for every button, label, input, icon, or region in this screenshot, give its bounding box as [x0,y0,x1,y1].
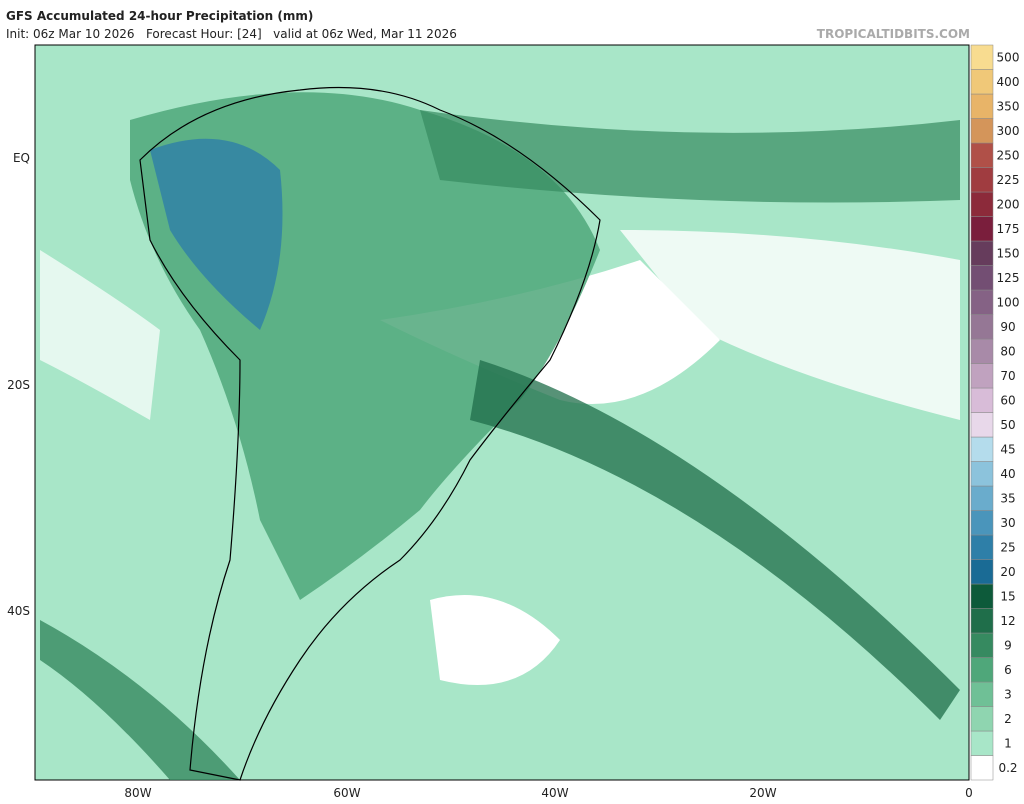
colorbar-label: 500 [997,50,1020,64]
colorbar-label: 200 [997,197,1020,211]
rain-band [470,360,960,720]
colorbar-label: 2 [1004,712,1012,726]
colorbar-swatch [970,412,994,438]
colorbar-swatch [970,657,994,683]
lon-label: 40W [541,786,568,800]
colorbar-label: 12 [1000,614,1015,628]
dry-area [430,595,560,685]
colorbar-swatch [970,534,994,560]
lat-label: 40S [7,604,30,618]
colorbar-swatch [970,485,994,511]
colorbar-label: 20 [1000,565,1015,579]
lon-label: 60W [333,786,360,800]
colorbar-label: 175 [997,222,1020,236]
colorbar-label: 3 [1004,687,1012,701]
colorbar-swatch [970,216,994,242]
colorbar-label: 40 [1000,467,1015,481]
colorbar-label: 9 [1004,638,1012,652]
colorbar-label: 100 [997,295,1020,309]
colorbar-swatch [970,608,994,634]
colorbar-swatch [970,142,994,168]
colorbar-swatch [970,289,994,315]
colorbar-label: 300 [997,124,1020,138]
colorbar-swatch [970,706,994,732]
colorbar-swatch [970,583,994,609]
colorbar-swatch [970,681,994,707]
colorbar-label: 80 [1000,344,1015,358]
colorbar-swatch [970,191,994,217]
subtitle: Init: 06z Mar 10 2026 Forecast Hour: [24… [6,27,457,41]
colorbar-label: 6 [1004,663,1012,677]
colorbar-swatch [970,632,994,658]
lon-label: 20W [749,786,776,800]
colorbar: 0.21236912152025303540455060708090100125… [970,44,1020,781]
colorbar-swatch [970,265,994,291]
dry-area [620,230,960,420]
colorbar-label: 25 [1000,540,1015,554]
colorbar-swatch [970,167,994,193]
colorbar-label: 60 [1000,393,1015,407]
colorbar-label: 125 [997,271,1020,285]
colorbar-label: 225 [997,173,1020,187]
lon-label: 80W [124,786,151,800]
colorbar-label: 0.2 [998,761,1017,775]
lon-label: 0 [965,786,973,800]
colorbar-label: 150 [997,246,1020,260]
colorbar-label: 90 [1000,320,1015,334]
colorbar-label: 1 [1004,736,1012,750]
colorbar-swatch [970,730,994,756]
colorbar-swatch [970,240,994,266]
colorbar-swatch [970,559,994,585]
colorbar-swatch [970,363,994,389]
colorbar-swatch [970,461,994,487]
colorbar-label: 15 [1000,589,1015,603]
colorbar-label: 400 [997,75,1020,89]
colorbar-swatch [970,387,994,413]
colorbar-label: 70 [1000,369,1015,383]
colorbar-label: 30 [1000,516,1015,530]
dry-area [40,250,160,420]
map-area [34,44,970,781]
colorbar-swatch [970,44,994,70]
colorbar-swatch [970,436,994,462]
watermark: TROPICALTIDBITS.COM [817,27,970,41]
colorbar-label: 350 [997,99,1020,113]
colorbar-swatch [970,93,994,119]
colorbar-label: 250 [997,148,1020,162]
colorbar-label: 50 [1000,418,1015,432]
colorbar-swatch [970,118,994,144]
lat-label: EQ [13,151,30,165]
colorbar-swatch [970,69,994,95]
lat-labels: EQ 20S 40S [7,151,30,618]
colorbar-swatch [970,338,994,364]
title: GFS Accumulated 24-hour Precipitation (m… [6,9,313,23]
heavy-rain [150,138,283,330]
lat-label: 20S [7,378,30,392]
rain-band [40,620,240,780]
colorbar-label: 45 [1000,442,1015,456]
lon-labels: 80W 60W 40W 20W 0 [124,786,972,800]
coastline [139,86,601,781]
colorbar-swatch [970,755,994,781]
colorbar-swatch [970,510,994,536]
colorbar-swatch [970,314,994,340]
colorbar-label: 35 [1000,491,1015,505]
